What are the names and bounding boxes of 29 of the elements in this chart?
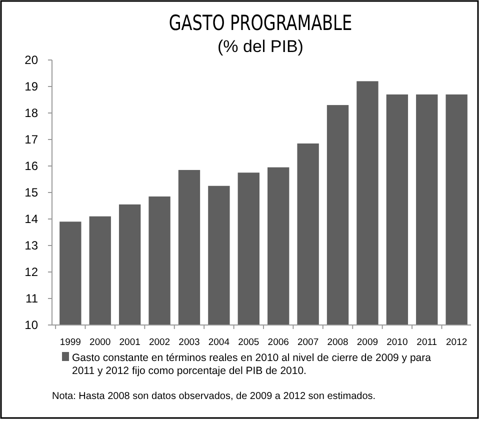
y-tick-label: 10 xyxy=(24,318,38,332)
chart-title: GASTO PROGRAMABLE xyxy=(168,10,352,36)
x-tick-label: 2000 xyxy=(90,337,111,348)
y-tick-label: 12 xyxy=(24,265,38,280)
x-tick-label: 2010 xyxy=(386,337,408,348)
x-tick-label: 2006 xyxy=(268,337,289,348)
x-tick-label: 2005 xyxy=(238,337,260,348)
x-tick-label: 2003 xyxy=(178,337,200,348)
legend-label: Gasto constante en términos reales en 2010 al nivel de cierre de 2009 y para 2011 y 2012 fijo como porcentaje del PIB de 2010. xyxy=(72,352,432,377)
x-tick-label: 2004 xyxy=(208,337,230,348)
y-tick-label: 11 xyxy=(26,292,38,306)
y-tick-label: 17 xyxy=(24,132,38,147)
x-tick-label: 2002 xyxy=(148,337,170,348)
y-tick-label: 14 xyxy=(24,212,38,226)
text: Nota: Hasta 2008 son datos observados, de 2009 a 2012 son estimados. xyxy=(52,391,376,402)
y-tick-label: 16 xyxy=(24,159,38,174)
x-tick-label: 2007 xyxy=(297,337,319,348)
x-tick-label: 2001 xyxy=(119,337,140,348)
y-tick-label: 19 xyxy=(24,80,38,94)
x-tick-label: 2012 xyxy=(446,337,468,348)
x-tick-label: 2011 xyxy=(416,337,438,348)
chart-subtitle: (% del PIB) xyxy=(218,37,304,56)
y-tick-label: 15 xyxy=(24,186,38,200)
x-tick-label: 2008 xyxy=(327,337,348,348)
y-tick-label: 18 xyxy=(24,106,38,120)
y-tick-label: 13 xyxy=(24,238,38,253)
y-tick-label: 20 xyxy=(24,53,38,68)
x-tick-label: 1999 xyxy=(60,337,81,348)
x-tick-label: 2009 xyxy=(356,337,378,348)
